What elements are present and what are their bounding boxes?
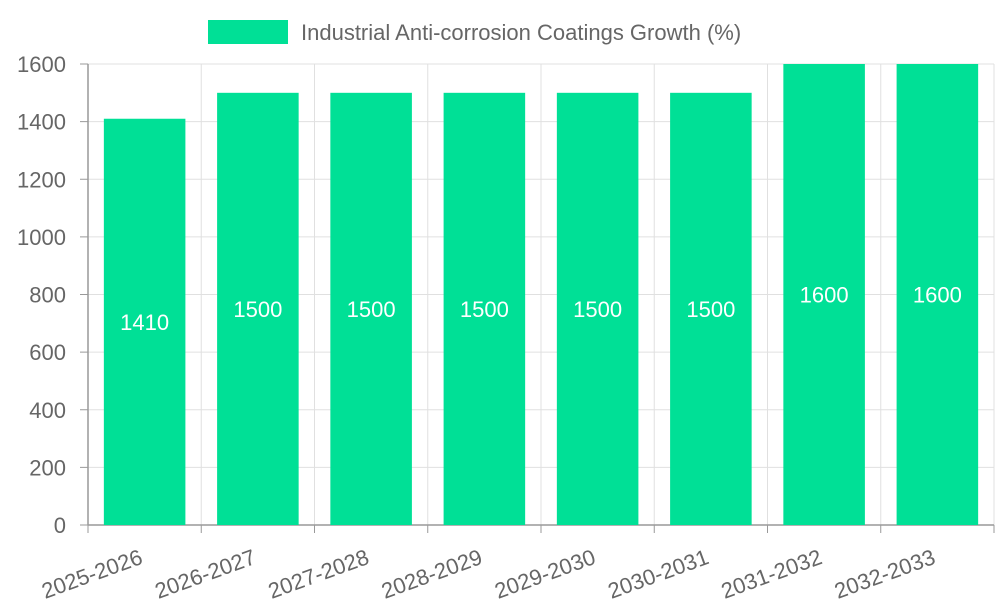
- y-tick-label: 200: [29, 455, 66, 480]
- x-tick-label: 2025-2026: [38, 544, 145, 600]
- bar-value-label: 1500: [233, 297, 282, 322]
- legend-label: Industrial Anti-corrosion Coatings Growt…: [301, 20, 741, 45]
- bar: [330, 92, 412, 525]
- bar-value-label: 1500: [573, 297, 622, 322]
- legend[interactable]: Industrial Anti-corrosion Coatings Growt…: [208, 20, 741, 45]
- y-tick-label: 1000: [17, 225, 66, 250]
- bars: [103, 64, 979, 526]
- x-tick-label: 2029-2030: [491, 544, 598, 600]
- bar: [896, 64, 979, 525]
- y-axis-ticks: 0 200 400 600 800 1000 1200 1400 1600: [17, 52, 88, 538]
- bar: [670, 92, 752, 525]
- y-tick-label: 0: [54, 513, 66, 538]
- bar-value-label: 1410: [120, 310, 169, 335]
- x-tick-label: 2026-2027: [152, 544, 259, 600]
- x-tick-label: 2030-2031: [605, 544, 712, 600]
- y-tick-label: 1600: [17, 52, 66, 77]
- bar: [556, 92, 639, 525]
- x-tick-label: 2031-2032: [718, 544, 825, 600]
- y-tick-label: 400: [29, 398, 66, 423]
- bar-value-label: 1500: [347, 297, 396, 322]
- y-tick-label: 800: [29, 283, 66, 308]
- bar-value-label: 1600: [913, 283, 962, 308]
- x-tick-label: 2028-2029: [378, 544, 485, 600]
- bar: [103, 118, 186, 526]
- bar: [217, 92, 299, 525]
- x-tick-label: 2027-2028: [265, 544, 372, 600]
- x-axis-ticks: 2025-2026 2026-2027 2027-2028 2028-2029 2029…: [38, 525, 995, 600]
- y-tick-label: 600: [29, 340, 66, 365]
- bar-value-label: 1500: [460, 297, 509, 322]
- bar: [783, 64, 865, 525]
- bar: [443, 92, 526, 525]
- bar-value-label: 1600: [800, 283, 849, 308]
- legend-swatch: [208, 20, 288, 44]
- x-tick-label: 2032-2033: [831, 544, 938, 600]
- y-tick-label: 1200: [17, 167, 66, 192]
- y-tick-label: 1400: [17, 110, 66, 135]
- bar-value-label: 1500: [686, 297, 735, 322]
- data-labels: 1410 1500 1500 1500 1500 1500 1600 1600: [120, 283, 962, 335]
